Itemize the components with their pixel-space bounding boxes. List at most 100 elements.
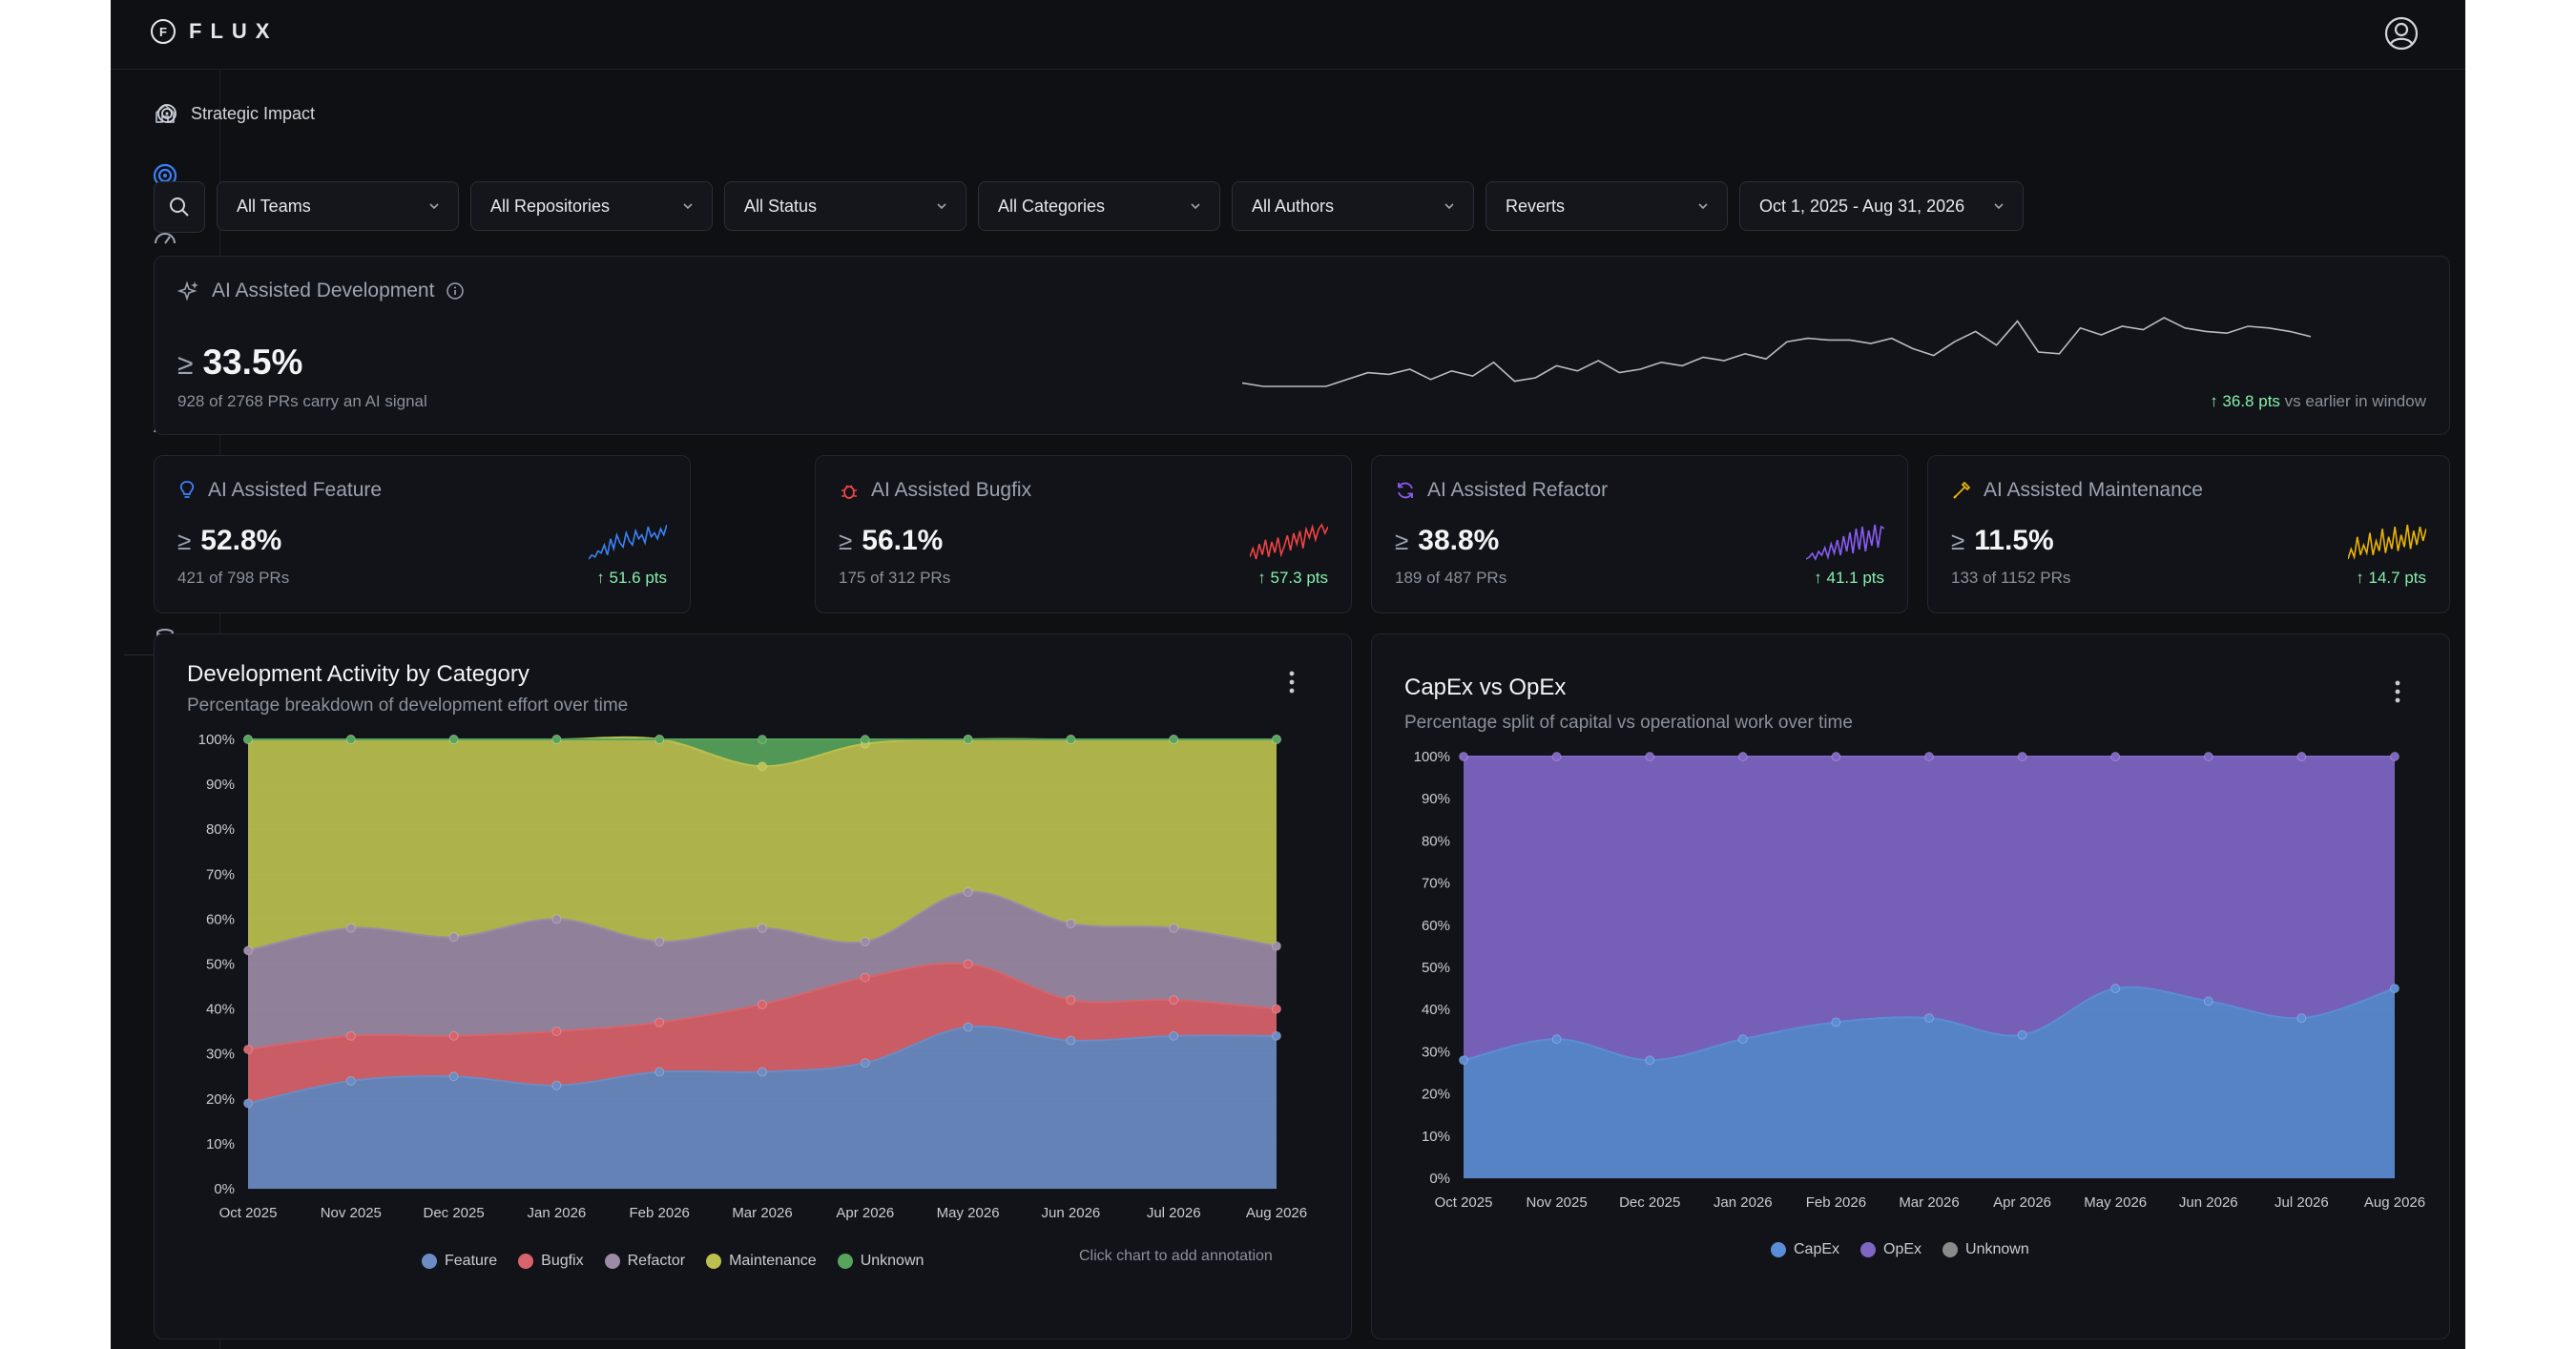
data-point-opex[interactable]: [1459, 752, 1468, 761]
legend-item-refactor[interactable]: Refactor: [604, 1253, 685, 1270]
data-point-feature[interactable]: [1066, 1035, 1076, 1046]
chevron-down-icon: [683, 203, 693, 210]
data-point-feature[interactable]: [243, 1098, 253, 1109]
data-point-opex[interactable]: [2203, 752, 2213, 761]
data-point-refactor[interactable]: [1272, 941, 1281, 951]
data-point-unknown[interactable]: [1066, 735, 1076, 744]
data-point-opex[interactable]: [1551, 752, 1562, 761]
legend-item-capex[interactable]: CapEx: [1771, 1241, 1839, 1258]
capex-opex-chart[interactable]: 0% 10% 20% 30% 40% 50% 60% 70% 80% 90% 100% Oct 202…: [1372, 634, 2451, 1340]
data-point-capex[interactable]: [1924, 1013, 1934, 1024]
data-point-feature[interactable]: [1272, 1030, 1281, 1041]
data-point-opex[interactable]: [1645, 752, 1655, 761]
data-point-capex[interactable]: [1831, 1017, 1841, 1027]
data-point-capex[interactable]: [1645, 1055, 1655, 1066]
data-point-unknown[interactable]: [1272, 735, 1281, 744]
data-point-opex[interactable]: [2296, 752, 2307, 761]
data-point-unknown[interactable]: [860, 735, 870, 744]
data-point-refactor[interactable]: [860, 936, 870, 946]
data-point-feature[interactable]: [345, 1075, 356, 1086]
data-point-unknown[interactable]: [243, 735, 253, 744]
logo[interactable]: F FLUX: [151, 19, 278, 44]
data-point-feature[interactable]: [860, 1058, 870, 1069]
area-opex[interactable]: [1464, 757, 2395, 1061]
data-point-feature[interactable]: [448, 1071, 459, 1082]
data-point-bugfix[interactable]: [1066, 995, 1076, 1006]
search-button[interactable]: [154, 181, 205, 233]
data-point-refactor[interactable]: [1169, 923, 1179, 933]
teams-filter[interactable]: All Teams: [217, 181, 459, 231]
area-feature[interactable]: [248, 1026, 1277, 1189]
data-point-feature[interactable]: [963, 1022, 973, 1032]
legend-item-opex[interactable]: OpEx: [1860, 1241, 1922, 1258]
data-point-feature[interactable]: [654, 1067, 665, 1077]
data-point-refactor[interactable]: [551, 914, 562, 924]
legend-item-feature[interactable]: Feature: [422, 1253, 497, 1270]
data-point-opex[interactable]: [1737, 752, 1748, 761]
status-filter[interactable]: All Status: [724, 181, 966, 231]
area-refactor[interactable]: [248, 891, 1277, 1049]
data-point-refactor[interactable]: [345, 923, 356, 933]
data-point-refactor[interactable]: [758, 923, 767, 933]
data-point-capex[interactable]: [2296, 1013, 2307, 1024]
chart-legend: CapEx OpEx Unknown: [1771, 1241, 2029, 1258]
data-point-feature[interactable]: [1169, 1030, 1179, 1041]
data-point-maintenance[interactable]: [758, 761, 767, 772]
data-point-opex[interactable]: [1831, 752, 1841, 761]
area-bugfix[interactable]: [248, 963, 1277, 1104]
data-point-opex[interactable]: [2110, 752, 2121, 761]
data-point-capex[interactable]: [2390, 984, 2399, 994]
data-point-feature[interactable]: [551, 1080, 562, 1090]
nav-performance[interactable]: [146, 218, 184, 257]
data-point-bugfix[interactable]: [345, 1030, 356, 1041]
data-point-capex[interactable]: [1459, 1055, 1468, 1066]
data-point-unknown[interactable]: [654, 735, 665, 744]
more-menu-icon[interactable]: [1287, 669, 1297, 695]
data-point-opex[interactable]: [2390, 752, 2399, 761]
data-point-unknown[interactable]: [1169, 735, 1179, 744]
reverts-filter[interactable]: Reverts: [1485, 181, 1728, 231]
data-point-capex[interactable]: [2110, 984, 2121, 994]
data-point-bugfix[interactable]: [860, 972, 870, 983]
date-range-filter[interactable]: Oct 1, 2025 - Aug 31, 2026: [1739, 181, 2024, 231]
data-point-capex[interactable]: [2203, 996, 2213, 1007]
data-point-unknown[interactable]: [448, 735, 459, 744]
data-point-refactor[interactable]: [963, 887, 973, 898]
data-point-bugfix[interactable]: [243, 1044, 253, 1054]
area-maintenance[interactable]: [248, 737, 1277, 951]
area-unknown[interactable]: [248, 737, 1277, 767]
data-point-bugfix[interactable]: [448, 1030, 459, 1041]
categories-filter[interactable]: All Categories: [978, 181, 1220, 231]
more-menu-icon[interactable]: [2393, 678, 2402, 705]
data-point-capex[interactable]: [1551, 1034, 1562, 1045]
legend-item-unknown[interactable]: Unknown: [837, 1253, 924, 1270]
data-point-unknown[interactable]: [758, 735, 767, 744]
data-point-unknown[interactable]: [345, 735, 356, 744]
dev-activity-chart[interactable]: 0% 10% 20% 30% 40% 50% 60% 70% 80% 90% 100% Oct 202…: [155, 634, 1353, 1340]
data-point-refactor[interactable]: [448, 932, 459, 943]
data-point-bugfix[interactable]: [1272, 1004, 1281, 1014]
legend-item-unknown[interactable]: Unknown: [1942, 1241, 2029, 1258]
data-point-capex[interactable]: [2017, 1029, 2027, 1040]
data-point-refactor[interactable]: [243, 945, 253, 956]
data-point-opex[interactable]: [1924, 752, 1934, 761]
data-point-capex[interactable]: [1737, 1034, 1748, 1045]
data-point-bugfix[interactable]: [551, 1027, 562, 1037]
repositories-filter[interactable]: All Repositories: [470, 181, 713, 231]
data-point-refactor[interactable]: [654, 936, 665, 946]
data-point-bugfix[interactable]: [1169, 995, 1179, 1006]
legend-item-bugfix[interactable]: Bugfix: [518, 1253, 584, 1270]
data-point-opex[interactable]: [2017, 752, 2027, 761]
data-point-bugfix[interactable]: [963, 959, 973, 969]
authors-filter[interactable]: All Authors: [1232, 181, 1474, 231]
legend-item-maintenance[interactable]: Maintenance: [706, 1253, 817, 1270]
data-point-bugfix[interactable]: [654, 1017, 665, 1027]
data-point-unknown[interactable]: [551, 735, 562, 744]
data-point-feature[interactable]: [758, 1067, 767, 1077]
area-capex[interactable]: [1464, 986, 2395, 1178]
user-avatar-icon[interactable]: [2383, 15, 2420, 52]
data-point-unknown[interactable]: [963, 735, 973, 744]
data-point-refactor[interactable]: [1066, 919, 1076, 929]
info-icon[interactable]: [446, 281, 465, 301]
data-point-bugfix[interactable]: [758, 999, 767, 1009]
